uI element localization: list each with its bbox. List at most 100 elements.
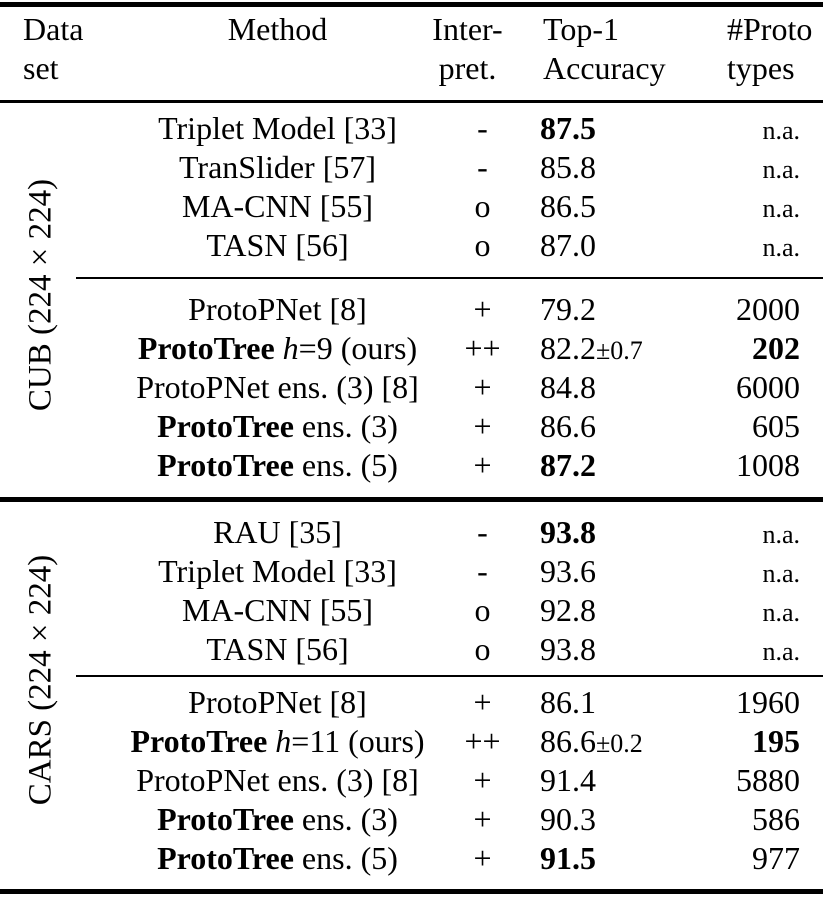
interpretability-cell: o <box>474 631 491 667</box>
method-text: ProtoPNet [8] <box>188 684 367 720</box>
method-text: ProtoPNet ens. (3) [8] <box>136 762 419 798</box>
prototypes-cell: 1960 <box>600 683 800 722</box>
cars-proto-rows: ProtoPNet [8] +86.1 1960 ProtoTree h=11 (ou… <box>0 683 823 878</box>
prototypes-value: n.a. <box>762 559 800 588</box>
column-header-dataset: Data set <box>23 10 83 88</box>
cub-proto-rows: ProtoPNet [8] +79.2 2000 ProtoTree h=9 (our… <box>0 290 823 485</box>
table-row: ProtoPNet ens. (3) [8] +91.4 5880 <box>0 761 823 800</box>
prototypes-value: 586 <box>752 801 800 837</box>
method-cell: ProtoPNet [8] <box>80 290 475 329</box>
method-text: Triplet Model [33] <box>158 553 397 589</box>
accuracy-cell: 86.6 <box>540 407 596 446</box>
table-row: ProtoTree ens. (3) +90.3 586 <box>0 800 823 839</box>
table-row: ProtoPNet [8] +79.2 2000 <box>0 290 823 329</box>
method-cell: Triplet Model [33] <box>80 552 475 591</box>
method-cell: MA-CNN [55] <box>80 591 475 630</box>
prototypes-cell: 5880 <box>600 761 800 800</box>
method-text: ProtoTree <box>157 801 294 837</box>
accuracy-value: 93.8 <box>540 514 596 550</box>
method-text: =9 (ours) <box>298 330 418 366</box>
prototypes-value: 202 <box>752 330 800 366</box>
header-interpret-line1: Inter- <box>432 11 503 47</box>
accuracy-stddev: ±0.2 <box>596 729 643 758</box>
prototypes-cell: 586 <box>600 800 800 839</box>
accuracy-cell: 79.2 <box>540 290 596 329</box>
interpretability-cell: + <box>473 801 492 837</box>
header-interpret-line2: pret. <box>438 50 497 86</box>
accuracy-value: 86.6 <box>540 408 596 444</box>
prototypes-value: n.a. <box>762 520 800 549</box>
method-cell: ProtoPNet ens. (3) [8] <box>80 368 475 407</box>
prototypes-cell: 202 <box>600 329 800 368</box>
method-text: TASN [56] <box>206 631 349 667</box>
header-dataset-line1: Data <box>23 11 84 47</box>
prototypes-cell: n.a. <box>600 513 800 554</box>
table-row: ProtoPNet ens. (3) [8] +84.8 6000 <box>0 368 823 407</box>
accuracy-value: 91.4 <box>540 762 596 798</box>
method-text: ProtoTree <box>157 447 294 483</box>
interpretability-cell: + <box>473 369 492 405</box>
accuracy-value: 91.5 <box>540 840 596 876</box>
cub-baselines-rows: Triplet Model [33] -87.5 n.a. TranSlider [5… <box>0 109 823 265</box>
top-rule <box>0 2 823 7</box>
accuracy-value: 90.3 <box>540 801 596 837</box>
accuracy-cell: 87.2 <box>540 446 596 485</box>
prototypes-cell: n.a. <box>600 591 800 632</box>
prototypes-cell: n.a. <box>600 226 800 267</box>
method-text: =11 (ours) <box>291 723 425 759</box>
table-row: TranSlider [57] - 85.8 n.a. <box>0 148 823 187</box>
interpretability-cell: ++ <box>464 723 501 759</box>
cub-midrule <box>76 277 823 279</box>
header-accuracy-line2: Accuracy <box>543 50 666 86</box>
method-text: ens. (3) <box>293 801 398 837</box>
interpretability-cell: o <box>474 188 491 224</box>
accuracy-cell: 93.6 <box>540 552 596 591</box>
accuracy-cell: 85.8 <box>540 148 596 187</box>
accuracy-value: 93.8 <box>540 631 596 667</box>
method-text: TranSlider [57] <box>178 149 377 185</box>
table-row: ProtoTree ens. (3) +86.6 605 <box>0 407 823 446</box>
method-text: MA-CNN [55] <box>181 188 374 224</box>
prototypes-value: n.a. <box>762 194 800 223</box>
prototypes-value: n.a. <box>762 233 800 262</box>
header-prototypes-line2: types <box>727 50 795 86</box>
prototypes-value: 1008 <box>736 447 800 483</box>
prototypes-value: 977 <box>752 840 800 876</box>
interpretability-cell: o <box>474 227 491 263</box>
accuracy-cell: 87.5 <box>540 109 596 148</box>
table-row: MA-CNN [55] o 92.8 n.a. <box>0 591 823 630</box>
method-text: MA-CNN [55] <box>181 592 374 628</box>
accuracy-value: 87.5 <box>540 110 596 146</box>
prototypes-value: 605 <box>752 408 800 444</box>
accuracy-cell: 86.1 <box>540 683 596 722</box>
accuracy-value: 92.8 <box>540 592 596 628</box>
accuracy-value: 87.0 <box>540 227 596 263</box>
table-row: TASN [56] o 87.0 n.a. <box>0 226 823 265</box>
accuracy-value: 87.2 <box>540 447 596 483</box>
table-row: TASN [56] o 93.8 n.a. <box>0 630 823 669</box>
interpretability-cell: + <box>473 291 492 327</box>
accuracy-value: 79.2 <box>540 291 596 327</box>
column-header-interpretability: Inter- pret. <box>415 10 520 88</box>
method-cell: TASN [56] <box>80 630 475 669</box>
table-row: ProtoTree ens. (5) +87.2 1008 <box>0 446 823 485</box>
method-text: ProtoTree <box>157 408 294 444</box>
accuracy-cell: 93.8 <box>540 513 596 552</box>
method-text: ens. (5) <box>293 447 398 483</box>
method-cell: ProtoTree h=11 (ours) <box>80 722 475 761</box>
accuracy-cell: 84.8 <box>540 368 596 407</box>
prototypes-value: n.a. <box>762 116 800 145</box>
prototypes-cell: 6000 <box>600 368 800 407</box>
prototypes-value: 195 <box>752 723 800 759</box>
method-cell: ProtoTree ens. (3) <box>80 407 475 446</box>
cars-midrule <box>76 675 823 677</box>
method-cell: ProtoTree h=9 (ours) <box>80 329 475 368</box>
method-text: ens. (3) <box>293 408 398 444</box>
interpretability-cell: + <box>473 762 492 798</box>
prototypes-value: 5880 <box>736 762 800 798</box>
header-dataset-line2: set <box>23 50 59 86</box>
method-cell: RAU [35] <box>80 513 475 552</box>
header-prototypes-line1: #Proto <box>727 11 813 47</box>
interpretability-cell: + <box>473 447 492 483</box>
interpretability-cell: - <box>477 149 488 185</box>
